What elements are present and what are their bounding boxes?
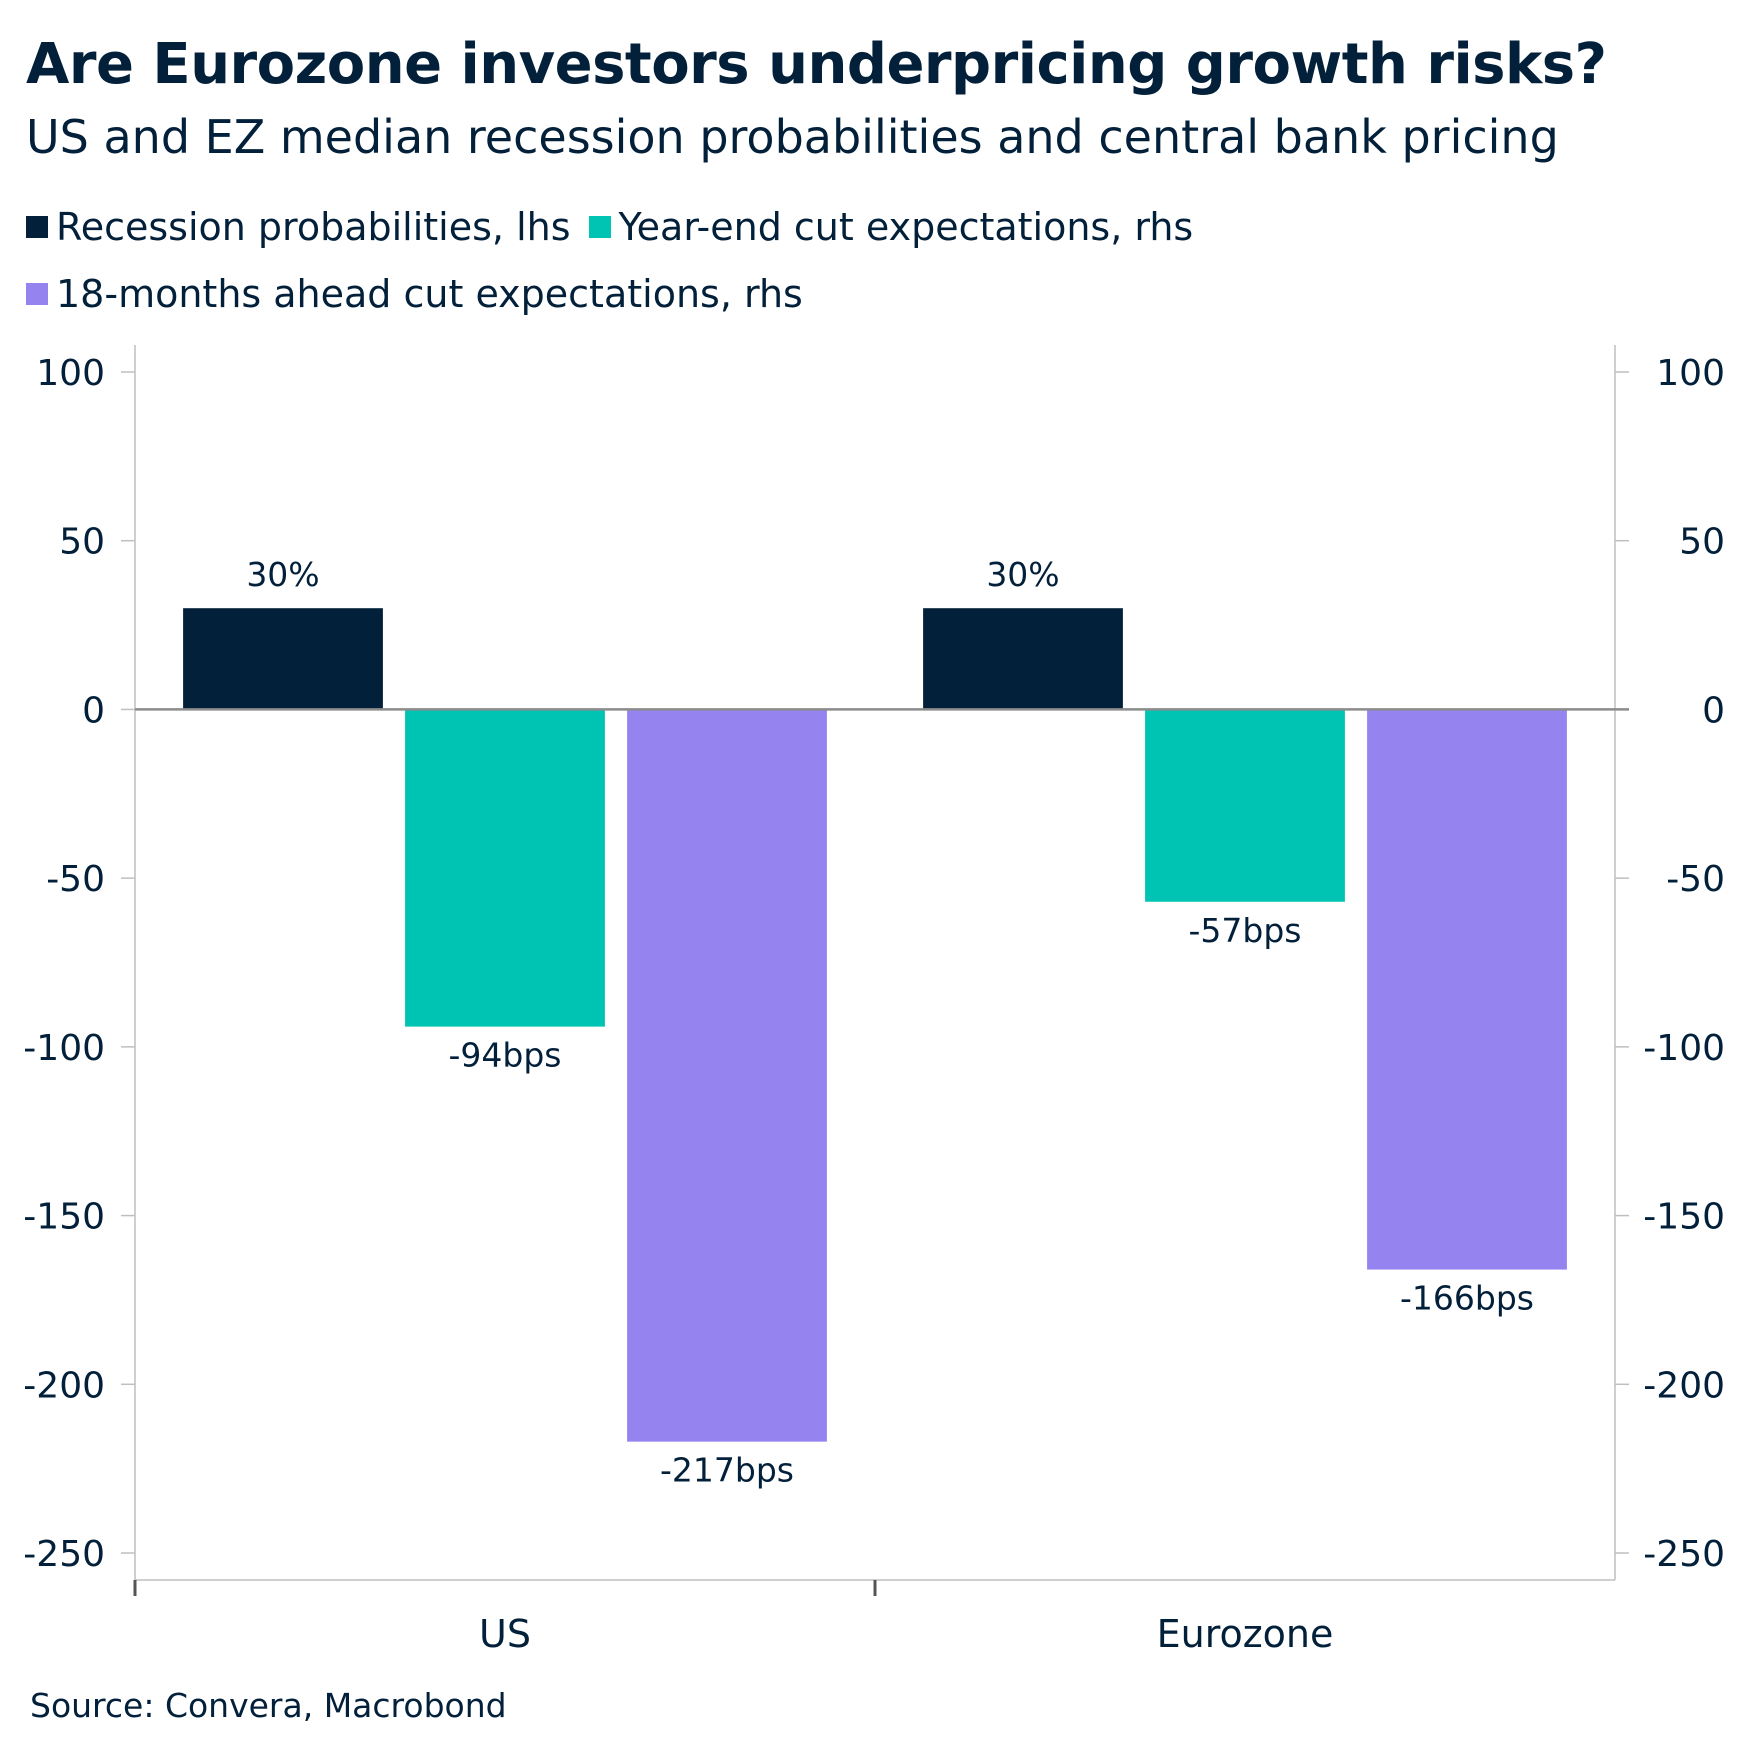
chart-subtitle: US and EZ median recession probabilities… [26,110,1559,164]
legend-label-recession: Recession probabilities, lhs [56,205,571,249]
left-y-tick-label: 0 [82,690,105,731]
bar-eighteen-month-us [627,709,827,1442]
bar-eighteen-month-eurozone [1367,709,1567,1270]
right-y-tick-label: -150 [1643,1197,1725,1238]
right-y-tick-label: 100 [1656,353,1725,394]
right-y-tick-label: 0 [1702,690,1725,731]
right-y-tick-label: -50 [1666,859,1725,900]
right-y-tick-label: -100 [1643,1028,1725,1069]
left-y-tick-label: -200 [23,1365,105,1406]
legend-swatch-18-months [26,283,48,305]
legend-row-2: 18-months ahead cut expectations, rhs [26,272,821,316]
legend-label-18-months: 18-months ahead cut expectations, rhs [56,272,803,316]
legend-label-year-end: Year-end cut expectations, rhs [618,205,1194,249]
bar-year-end-us [405,709,605,1027]
legend-item-recession: Recession probabilities, lhs [26,205,571,249]
source-note: Source: Convera, Macrobond [30,1686,507,1725]
right-y-tick-label: 50 [1679,522,1725,563]
left-y-tick-label: -100 [23,1028,105,1069]
data-label: -57bps [1189,911,1302,950]
data-label: -94bps [449,1036,562,1075]
right-y-tick-label: -200 [1643,1365,1725,1406]
x-category-label: US [479,1612,531,1656]
chart-title: Are Eurozone investors underpricing grow… [26,32,1607,97]
left-y-tick-label: -50 [46,859,105,900]
data-label: 30% [246,555,319,594]
left-y-tick-label: -150 [23,1197,105,1238]
right-y-tick-label: -250 [1643,1534,1725,1575]
left-y-tick-label: -250 [23,1534,105,1575]
bar-year-end-eurozone [1145,709,1345,902]
left-y-tick-label: 100 [36,353,105,394]
data-label: -217bps [660,1451,794,1490]
legend-swatch-recession [26,216,48,238]
legend-swatch-year-end [588,216,611,238]
legend-item-18-months: 18-months ahead cut expectations, rhs [26,272,803,316]
x-category-label: Eurozone [1157,1612,1334,1656]
legend-row-1: Recession probabilities, lhs Year-end cu… [26,205,1211,249]
left-y-tick-label: 50 [59,522,105,563]
data-label: 30% [986,555,1059,594]
bar-recession-eurozone [923,608,1123,710]
bar-recession-us [183,608,383,710]
legend-item-year-end: Year-end cut expectations, rhs [588,205,1194,249]
data-label: -166bps [1400,1279,1534,1318]
